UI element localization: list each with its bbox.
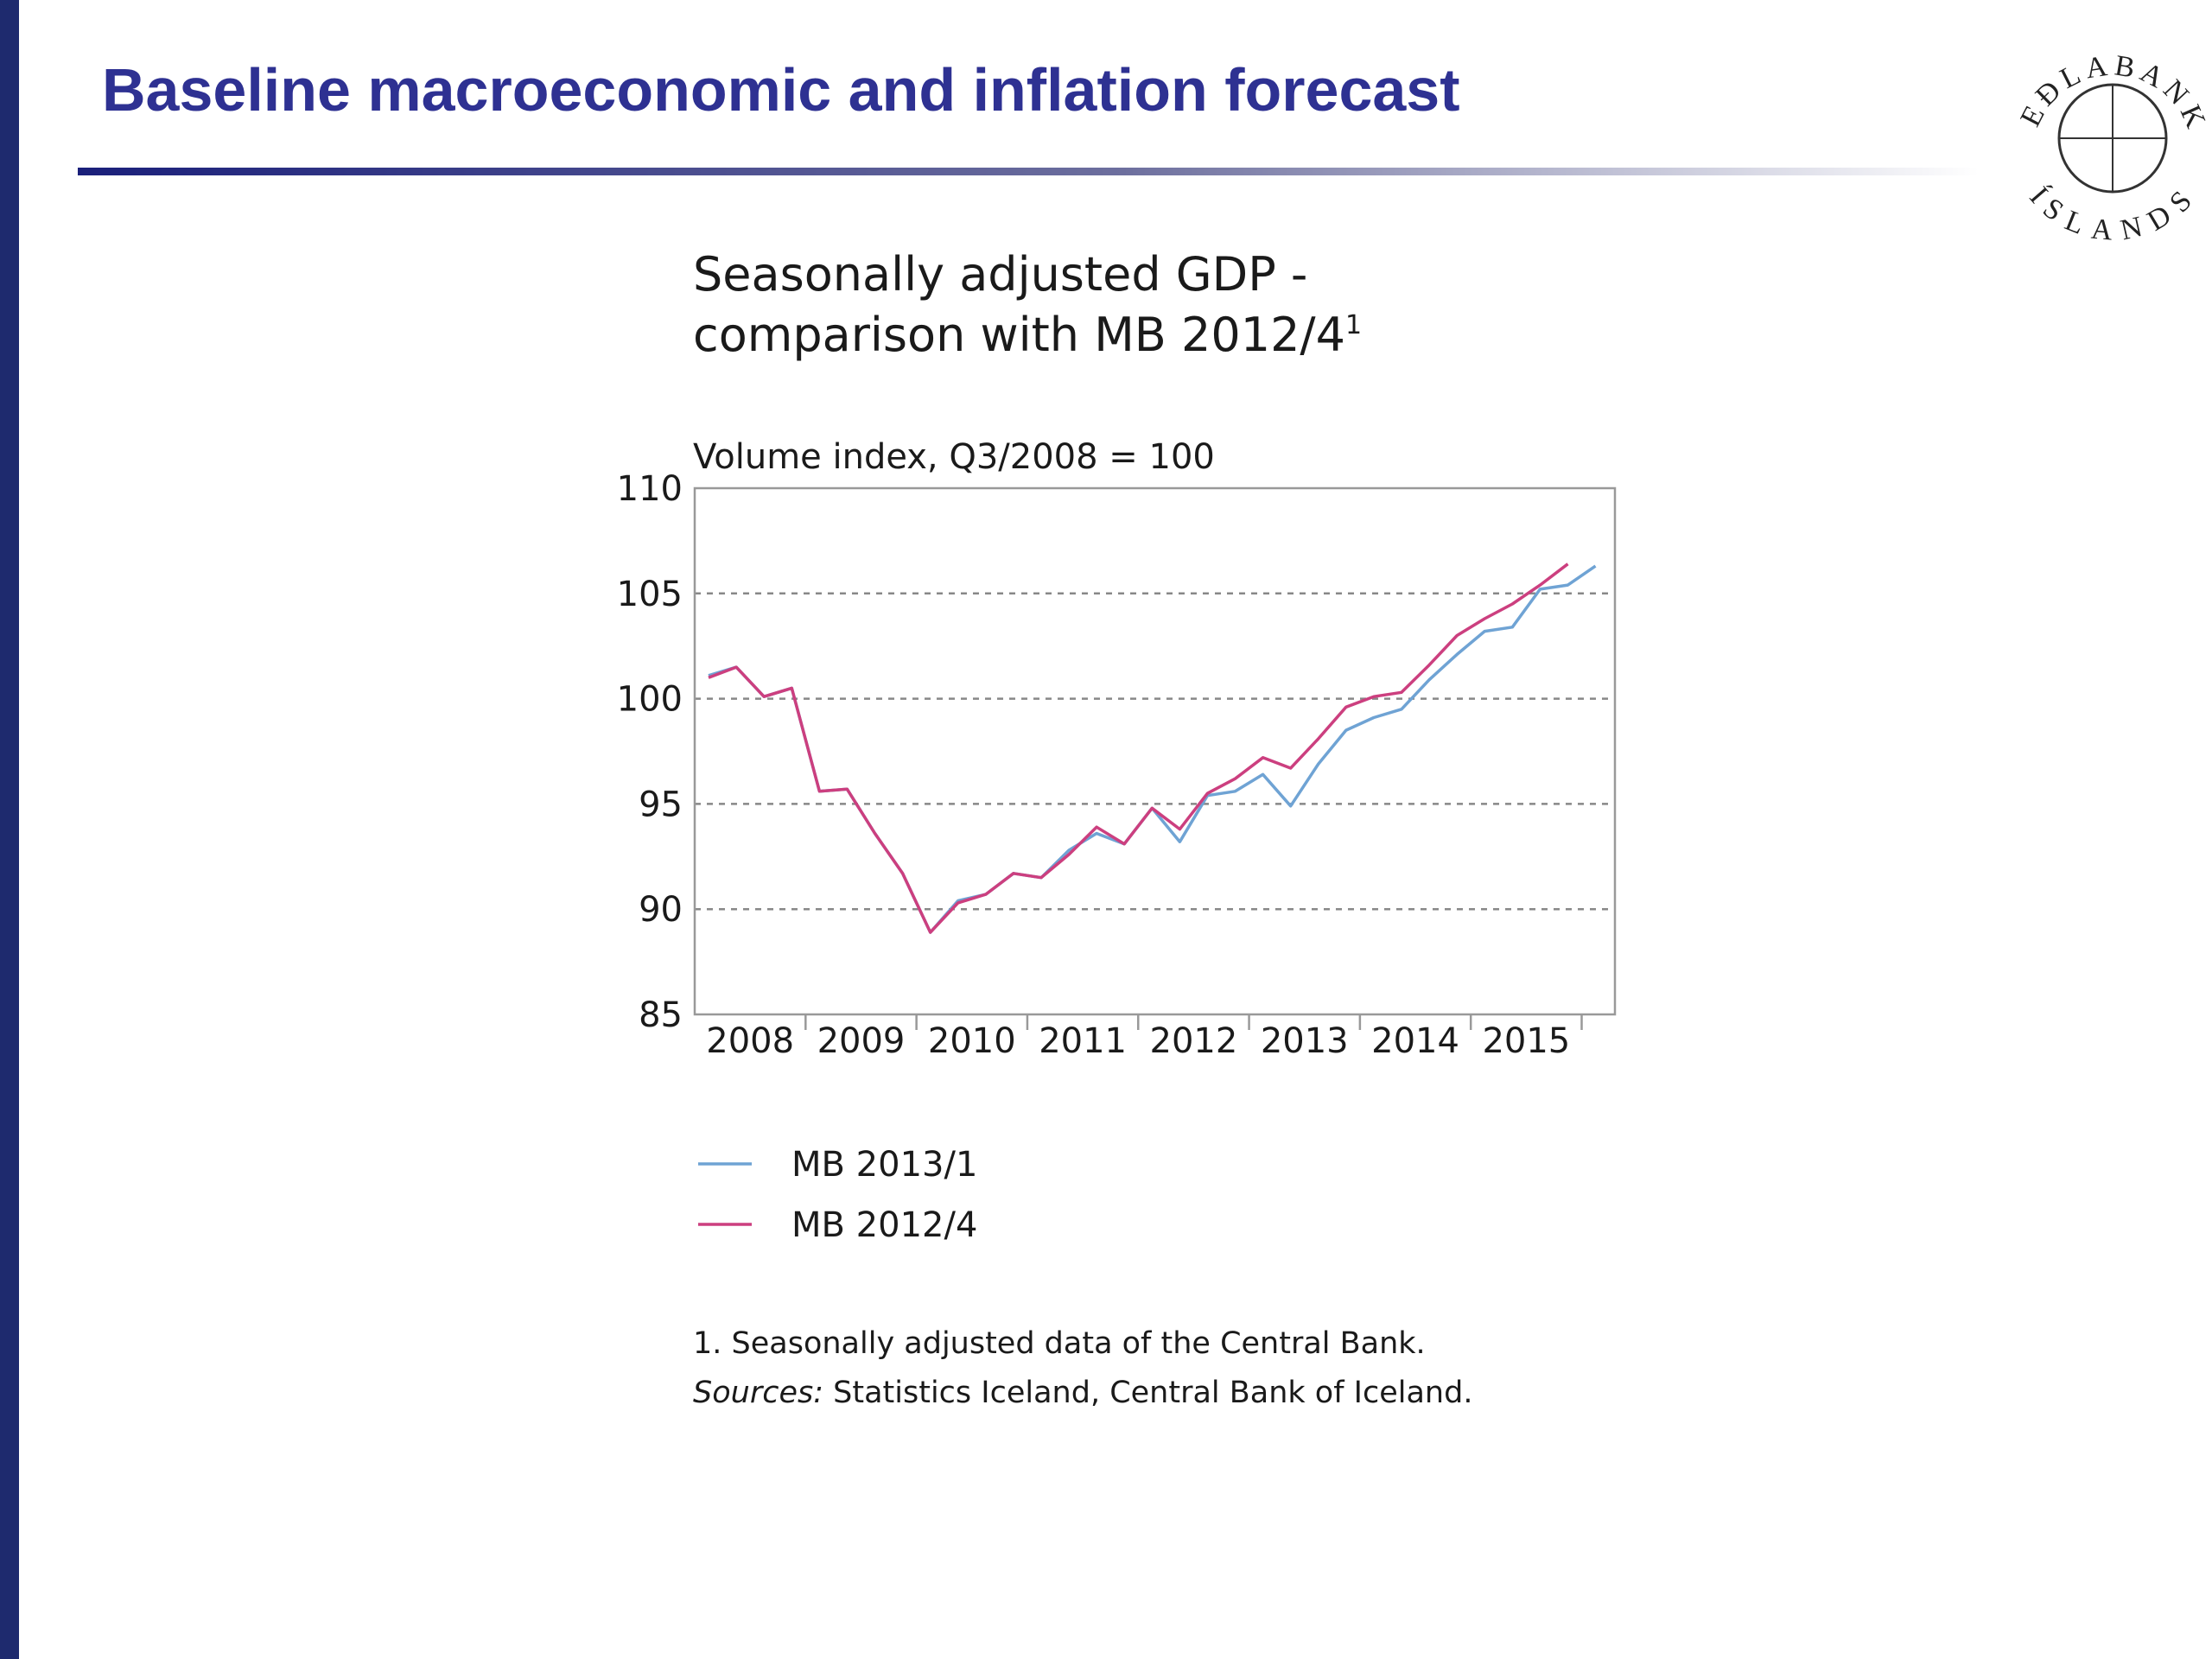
y-tick-label: 90 [639,890,683,930]
footnote: 1. Seasonally adjusted data of the Centr… [693,1326,1426,1361]
x-tick-label: 2011 [1039,1021,1127,1061]
x-tick-label: 2010 [928,1021,1016,1061]
plot-frame [693,486,1617,1016]
title-note: 1 [1345,310,1362,340]
series-line [708,564,1597,934]
y-tick-label: 95 [639,785,683,824]
chart-title-line: comparison with MB 2012/4 [693,308,1345,362]
x-tick-label: 2015 [1482,1021,1570,1061]
y-tick-label: 105 [617,575,683,614]
source-text: Statistics Iceland, Central Bank of Icel… [833,1376,1472,1410]
title-rule [78,168,1979,175]
chart-title: Seasonally adjusted GDP - [693,247,1307,302]
series-line [708,563,1569,934]
x-tick-label: 2013 [1261,1021,1349,1061]
x-tick-label: 2012 [1150,1021,1238,1061]
chart: Seasonally adjusted GDP - comparison wit… [617,247,1617,1410]
x-tick-label: 2014 [1371,1021,1459,1061]
slide-title: Baseline macroeconomic and inflation for… [102,56,1460,124]
chart-title: comparison with MB 2012/41 [693,308,1362,362]
y-tick-label: 100 [617,680,683,720]
sources: Sources: Statistics Iceland, Central Ban… [693,1376,1472,1410]
subtitle: Volume index, Q3/2008 = 100 [693,437,1215,477]
x-tick-label: 2008 [706,1021,794,1061]
y-tick-label: 110 [617,469,683,509]
legend-label: MB 2013/1 [791,1145,977,1185]
source-label: Sources: [693,1376,823,1410]
legend-label: MB 2012/4 [791,1205,977,1245]
side-bar [0,0,19,1659]
x-tick-label: 2009 [817,1021,906,1061]
logo: SEÐLABANKI ÍSLANDS [0,0,2209,247]
y-tick-label: 85 [639,995,683,1035]
